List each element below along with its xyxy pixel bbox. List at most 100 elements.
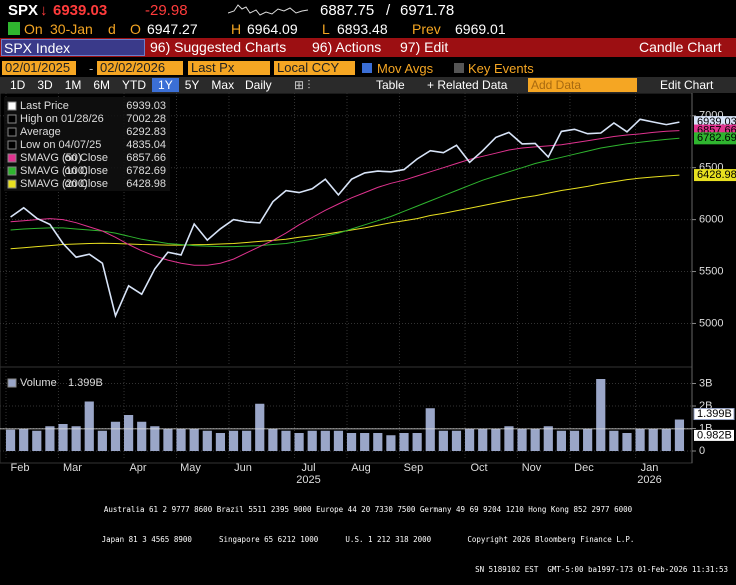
x-tick-label: Sep: [404, 462, 424, 474]
volume-bar: [84, 401, 94, 451]
key-events[interactable]: Key Events: [468, 61, 534, 76]
volume-bar: [294, 433, 304, 451]
x-tick-label: Feb: [11, 462, 30, 474]
range-high: 6971.78: [400, 2, 455, 19]
link[interactable]: + Related Data: [427, 78, 508, 92]
period-button[interactable]: 1M: [64, 78, 82, 92]
y-tick-label: 0: [699, 445, 705, 457]
value-tag: [694, 169, 736, 182]
legend-swatch: [7, 153, 17, 163]
volume-bar: [569, 430, 580, 451]
volume-bar: [45, 426, 55, 451]
volume-bar: [543, 426, 553, 451]
value-tag-label: 0.982B: [697, 429, 732, 441]
y-tick-label: 6000: [699, 214, 723, 226]
toolbar: SPX Index 96) Suggested Charts 96) Actio…: [0, 38, 736, 57]
volume-bar: [124, 415, 134, 451]
period-list: 1D 3D 1M 6M YTD 1Y 5Y Max: [4, 78, 240, 92]
x-tick-label: Oct: [470, 462, 487, 474]
moving-average: [10, 130, 680, 266]
volume-bar: [97, 430, 107, 451]
footer-line: SN 5189102 EST GMT-5:00 ba1997-173 01-Fe…: [475, 565, 728, 574]
volume-bar: [556, 430, 566, 451]
volume-bar: [635, 428, 645, 451]
checkbox-checked[interactable]: [362, 63, 372, 73]
open-label: O: [130, 21, 141, 37]
link[interactable]: Table: [376, 78, 405, 92]
volume-bar: [202, 430, 212, 451]
volume-bar: [137, 421, 147, 451]
volume-bar: [530, 428, 540, 451]
legend-label: SMAVG (200): [20, 178, 88, 190]
period-button[interactable]: 3D: [37, 78, 53, 92]
volume-bar: [163, 428, 173, 451]
menu-item[interactable]: 96) Suggested Charts: [150, 39, 287, 55]
legend-value: 6939.03: [126, 100, 166, 112]
legend-swatch: [7, 101, 17, 111]
volume-bar: [517, 428, 527, 451]
period-button[interactable]: 1D: [10, 78, 26, 92]
legend-value: 7002.28: [126, 113, 166, 125]
volume-bar: [333, 430, 344, 451]
checkbox[interactable]: [454, 63, 464, 73]
value-tag: [693, 408, 735, 421]
x-tick-label: Apr: [129, 462, 146, 474]
period-button[interactable]: 6M: [93, 78, 111, 92]
menu-item[interactable]: 96) Actions: [312, 39, 382, 55]
currency[interactable]: Local CCY: [274, 61, 355, 75]
legend-swatch: [7, 378, 17, 388]
menu-item[interactable]: 97) Edit: [400, 39, 449, 55]
volume-bar: [32, 430, 42, 451]
volume-bar: [228, 430, 239, 451]
volume-bar: [491, 428, 501, 451]
end-date[interactable]: 02/02/2026: [97, 61, 183, 75]
frequency[interactable]: Daily: [245, 78, 272, 92]
edit-chart[interactable]: Edit Chart: [660, 78, 714, 92]
x-tick-label: Nov: [522, 462, 542, 474]
x-tick-label: Mar: [63, 462, 82, 474]
volume-bar: [189, 428, 199, 451]
legend-swatch: [7, 127, 17, 137]
legend-label: Low on 04/07/25: [20, 139, 101, 151]
chart-icons[interactable]: ⊞ ⫶: [294, 78, 311, 92]
value-tag-label: 6428.98: [697, 169, 736, 181]
range-low: 6887.75: [320, 2, 375, 19]
period-button[interactable]: Max: [211, 78, 235, 92]
y-tick-label: 5000: [699, 317, 723, 329]
period-button[interactable]: 1Y: [152, 78, 179, 92]
volume-bar: [425, 408, 435, 451]
footer-line: Australia 61 2 9777 8600 Brazil 5511 239…: [103, 505, 633, 514]
y-tick-label: 3B: [699, 377, 712, 389]
volume-bar: [110, 421, 121, 451]
x-year-label: 2026: [637, 474, 661, 485]
legend-label: Volume: [20, 377, 57, 389]
period-button[interactable]: 5Y: [184, 78, 200, 92]
legend-label: Average: [20, 126, 61, 138]
period-button[interactable]: YTD: [122, 78, 147, 92]
footer: Australia 61 2 9777 8600 Brazil 5511 239…: [0, 485, 736, 585]
volume-bar: [58, 424, 68, 451]
date: 30-Jan: [50, 21, 93, 37]
legend-swatch: [7, 140, 17, 150]
legend-note: on Close: [65, 178, 108, 190]
volume-bar: [281, 430, 291, 451]
volume-bar: [596, 379, 606, 451]
live-icon: [8, 22, 20, 35]
security[interactable]: SPX Index: [1, 39, 145, 56]
add-data[interactable]: Add Data: [528, 78, 637, 92]
volume-bar: [661, 428, 671, 451]
volume-bar: [320, 430, 330, 451]
volume-bar: [386, 435, 396, 451]
volume-bar: [215, 433, 225, 451]
x-tick-label: May: [180, 462, 201, 474]
field[interactable]: Last Px: [188, 61, 270, 75]
mov-avgs[interactable]: Mov Avgs: [377, 61, 434, 76]
start-date[interactable]: 02/01/2025: [2, 61, 76, 75]
volume-bar: [412, 433, 422, 451]
legend-box: [4, 97, 170, 191]
open: 6947.27: [147, 21, 198, 37]
settings-row: 02/01/2025 - 02/02/2026 Last Px Local CC…: [0, 59, 736, 77]
legend-value: 6782.69: [126, 165, 166, 177]
